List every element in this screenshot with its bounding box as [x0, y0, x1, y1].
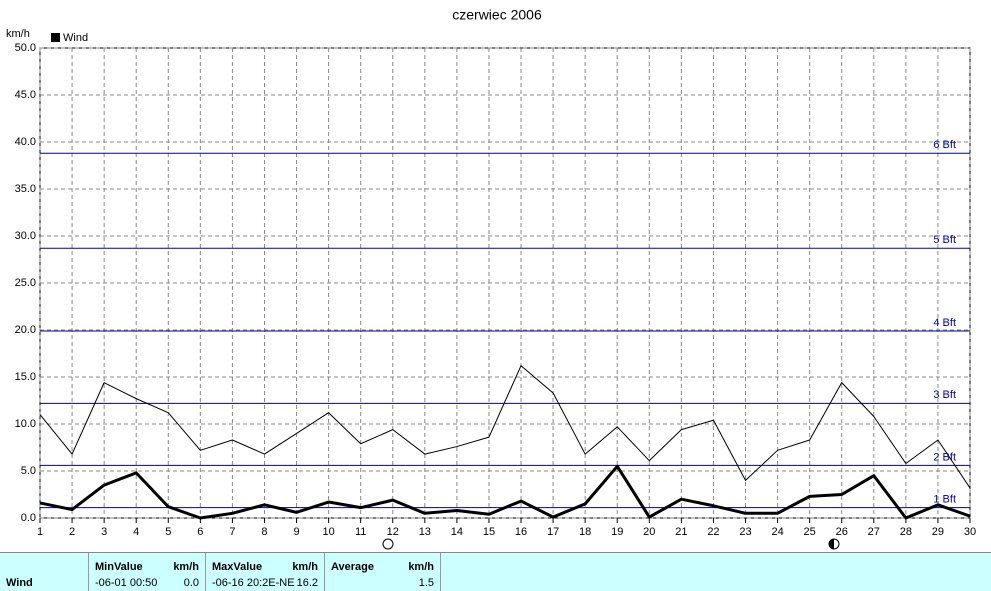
data-line: [39, 365, 971, 489]
cell: MinValue km/h -06-01 00:50 0.0: [89, 553, 206, 591]
y-tick-label: 40.0: [15, 136, 36, 148]
average: 1.5: [418, 577, 434, 589]
x-tick-label: 24: [771, 526, 783, 538]
legend-label: Wind: [63, 32, 88, 44]
y-tick-label: 0.0: [21, 512, 36, 524]
x-tick-label: 30: [964, 526, 976, 538]
summary-table: Wind MinValue km/h -06-01 00:50 0.0 MaxV…: [0, 552, 991, 591]
x-tick-label: 6: [197, 526, 203, 538]
x-tick-label: 20: [643, 526, 655, 538]
y-tick-label: 15.0: [15, 371, 36, 383]
x-tick-label: 16: [515, 526, 527, 538]
y-tick-label: 45.0: [15, 89, 36, 101]
beaufort-label: 4 Bft: [933, 317, 956, 329]
chart-title: czerwiec 2006: [452, 7, 542, 23]
y-tick-label: 5.0: [21, 465, 36, 477]
beaufort-label: 5 Bft: [933, 234, 956, 246]
beaufort-label: 1 Bft: [933, 494, 956, 506]
x-tick-label: 28: [900, 526, 912, 538]
beaufort-label: 6 Bft: [933, 139, 956, 151]
x-tick-label: 29: [932, 526, 944, 538]
x-tick-label: 27: [868, 526, 880, 538]
x-tick-label: 5: [165, 526, 171, 538]
x-tick-label: 9: [293, 526, 299, 538]
x-tick-label: 13: [419, 526, 431, 538]
min-time: -06-01 00:50: [95, 577, 158, 589]
header: km/h: [173, 561, 199, 573]
x-tick-label: 10: [322, 526, 334, 538]
x-tick-label: 25: [804, 526, 816, 538]
x-tick-label: 18: [579, 526, 591, 538]
y-tick-label: 10.0: [15, 418, 36, 430]
x-tick-label: 14: [451, 526, 463, 538]
x-tick-label: 11: [355, 526, 366, 538]
x-tick-label: 22: [707, 526, 719, 538]
x-tick-label: 26: [836, 526, 848, 538]
x-tick-label: 12: [387, 526, 399, 538]
chart: czerwiec 2006 km/h Wind 0.0 5.0 10.0 15.0 20…: [6, 7, 976, 550]
x-tick-label: 7: [229, 526, 235, 538]
x-tick-label: 19: [611, 526, 623, 538]
cell: Wind: [0, 553, 89, 591]
min-value: 0.0: [183, 577, 199, 589]
legend-swatch: [51, 33, 60, 42]
x-tick-label: 15: [483, 526, 495, 538]
data-line: [39, 464, 971, 520]
beaufort-label: 3 Bft: [933, 389, 956, 401]
x-tick-label: 1: [37, 526, 43, 538]
cell: Average km/h 1.5: [325, 553, 441, 591]
y-tick-label: 30.0: [15, 230, 36, 242]
x-tick-label: 4: [133, 526, 139, 538]
x-tick-label: 8: [261, 526, 267, 538]
header: MinValue: [95, 561, 143, 573]
full-moon-icon: [382, 538, 394, 550]
y-tick-label: 35.0: [15, 183, 36, 195]
header: km/h: [292, 561, 318, 573]
max-value: 16.2: [296, 577, 318, 589]
y-axis-label: km/h: [6, 28, 30, 40]
x-tick-label: 17: [547, 526, 559, 538]
row-label: Wind: [6, 577, 33, 589]
header: Average: [331, 561, 375, 573]
x-tick-label: 2: [69, 526, 75, 538]
cell: MaxValue km/h -06-16 20:2E-NE 16.2: [206, 553, 325, 591]
x-tick-label: 23: [739, 526, 751, 538]
beaufort-label: 2 Bft: [933, 451, 956, 463]
y-tick-label: 25.0: [15, 277, 36, 289]
x-tick-label: 3: [101, 526, 107, 538]
x-tick-label: 21: [675, 526, 687, 538]
max-time: -06-16 20:2E-NE: [212, 577, 295, 589]
y-tick-label: 50.0: [15, 42, 36, 54]
y-tick-label: 20.0: [15, 324, 36, 336]
header: MaxValue: [212, 561, 263, 573]
header: km/h: [408, 561, 434, 573]
new-moon-shade: [829, 539, 834, 549]
